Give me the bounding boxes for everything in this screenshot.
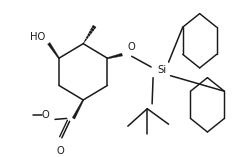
Polygon shape xyxy=(87,33,91,37)
Polygon shape xyxy=(92,25,96,29)
Polygon shape xyxy=(48,43,60,59)
Text: O: O xyxy=(128,42,135,52)
Text: HO: HO xyxy=(30,32,45,42)
Polygon shape xyxy=(72,100,84,119)
Polygon shape xyxy=(84,38,87,41)
Polygon shape xyxy=(89,30,93,34)
Polygon shape xyxy=(83,41,85,44)
Text: Si: Si xyxy=(157,65,166,75)
Polygon shape xyxy=(107,53,122,59)
Text: O: O xyxy=(56,146,64,156)
Polygon shape xyxy=(86,36,89,39)
Polygon shape xyxy=(90,28,95,32)
Text: O: O xyxy=(41,110,49,119)
